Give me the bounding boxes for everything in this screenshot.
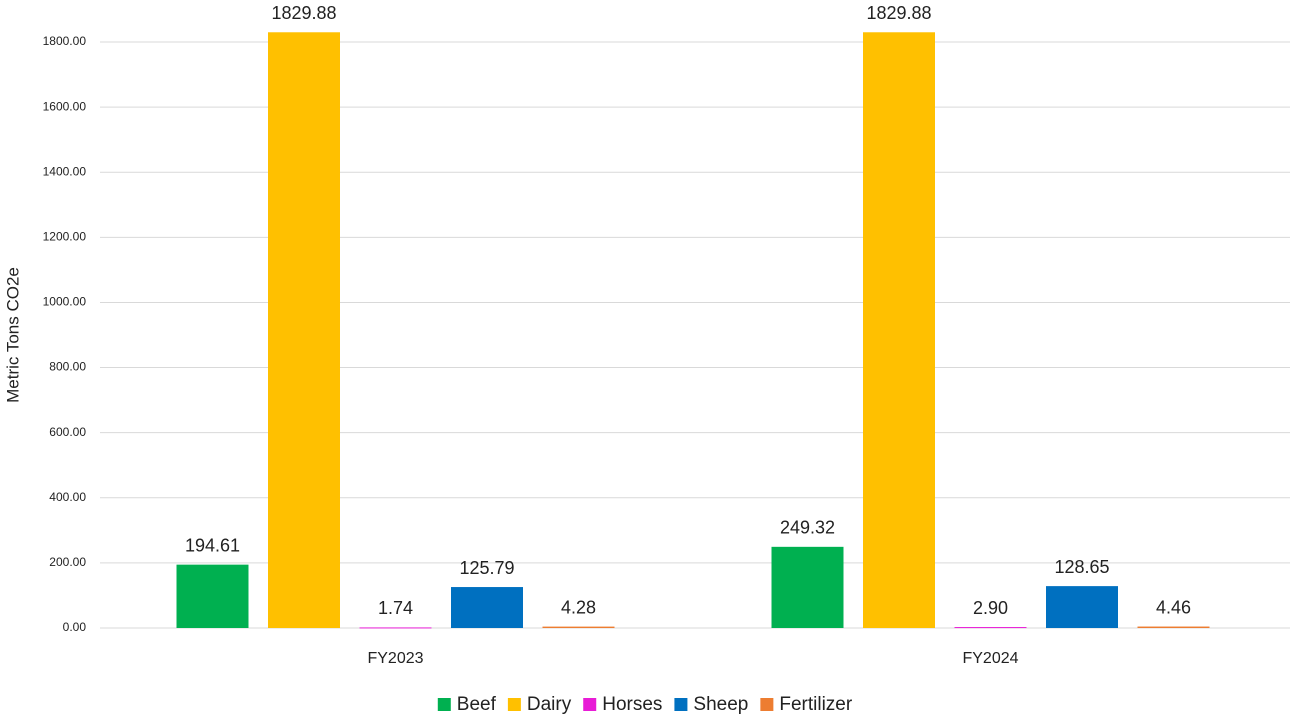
legend-swatch — [760, 698, 774, 711]
legend-swatch — [437, 698, 451, 711]
y-tick-label: 400.00 — [49, 490, 86, 504]
y-tick-label: 1600.00 — [43, 99, 87, 113]
y-tick-label: 1200.00 — [43, 230, 87, 244]
bar — [359, 627, 432, 629]
data-label: 1829.88 — [866, 3, 931, 23]
data-label: 1.74 — [378, 598, 413, 618]
data-label: 128.65 — [1054, 557, 1109, 577]
y-tick-label: 0.00 — [63, 620, 87, 634]
y-tick-label: 200.00 — [49, 555, 86, 569]
bar — [771, 546, 844, 628]
legend-swatch — [507, 698, 521, 711]
bar — [1137, 626, 1210, 628]
x-tick-label: FY2023 — [367, 650, 423, 667]
legend-swatch — [674, 698, 688, 711]
bar — [863, 32, 935, 628]
bar — [268, 32, 340, 628]
y-tick-label: 1000.00 — [43, 295, 87, 309]
bar — [954, 627, 1027, 629]
data-label: 194.61 — [185, 535, 240, 555]
x-tick-label: FY2024 — [962, 650, 1018, 667]
bar — [1046, 586, 1118, 628]
y-tick-label: 800.00 — [49, 360, 86, 374]
data-label: 4.28 — [561, 597, 596, 617]
legend-swatch — [583, 698, 597, 711]
data-label: 1829.88 — [271, 3, 336, 23]
y-tick-label: 1800.00 — [43, 34, 87, 48]
bar — [176, 564, 249, 628]
legend-label: Dairy — [527, 694, 572, 715]
data-label: 125.79 — [459, 558, 514, 578]
legend-label: Sheep — [693, 694, 748, 715]
y-tick-label: 1400.00 — [43, 164, 87, 178]
data-label: 2.90 — [973, 598, 1008, 618]
bar — [542, 626, 615, 628]
y-tick-label: 600.00 — [49, 425, 86, 439]
legend-label: Beef — [457, 694, 497, 715]
bar — [451, 587, 523, 628]
data-label: 4.46 — [1156, 597, 1191, 617]
legend-label: Fertilizer — [779, 694, 853, 715]
legend-label: Horses — [602, 694, 662, 715]
data-label: 249.32 — [780, 518, 835, 538]
y-axis-label: Metric Tons CO2e — [3, 267, 22, 403]
